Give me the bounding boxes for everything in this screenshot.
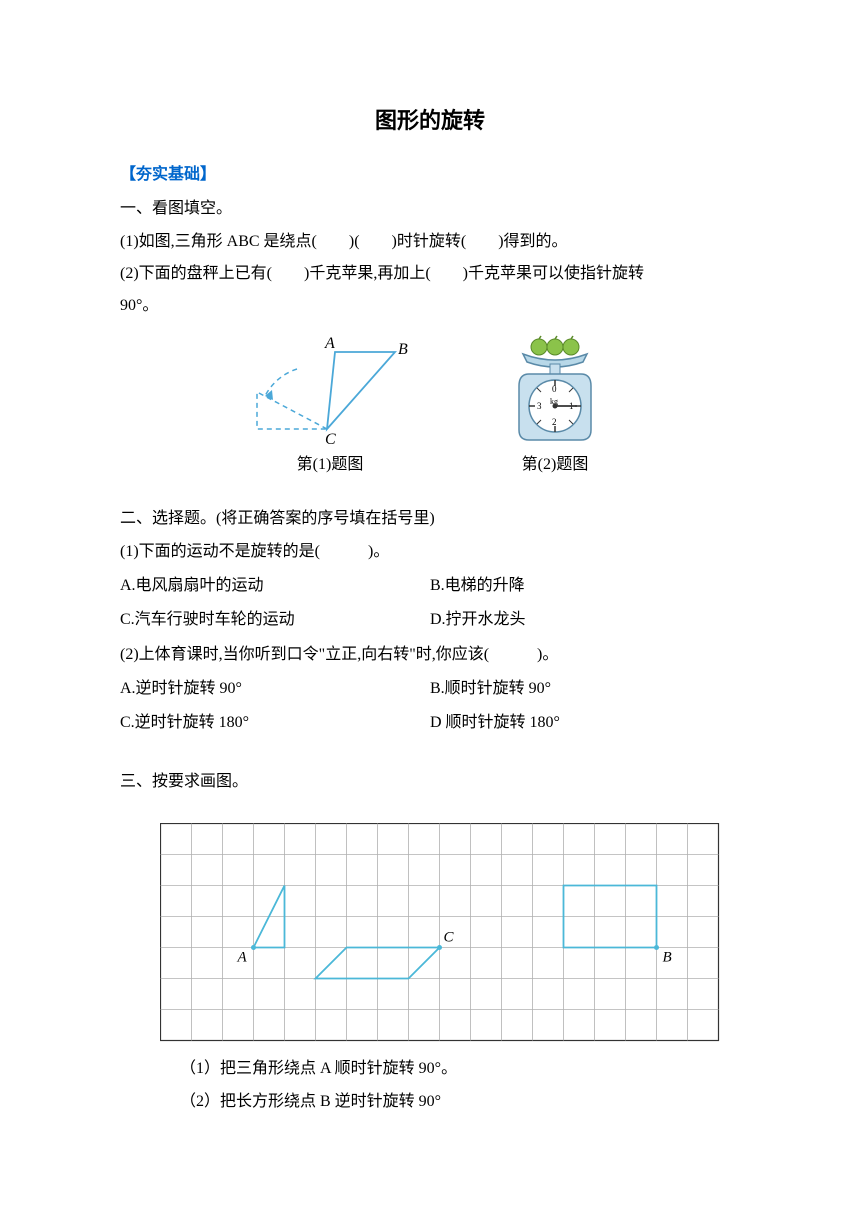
grid-drawing: A C B <box>160 823 740 1042</box>
apple-2 <box>547 339 563 355</box>
label-C: C <box>325 431 336 444</box>
q3-sub2: （2）把长方形绕点 B 逆时针旋转 90° <box>120 1087 740 1117</box>
dial-3: 3 <box>537 401 542 411</box>
solid-triangle <box>327 352 395 429</box>
q2-2-optB: B.顺时针旋转 90° <box>430 674 740 704</box>
svg-text:C: C <box>444 930 455 946</box>
fig2-caption: 第(2)题图 <box>495 450 615 480</box>
q1-heading: 一、看图填空。 <box>120 194 740 224</box>
label-B: B <box>398 341 408 358</box>
svg-text:B: B <box>663 950 672 966</box>
svg-text:A: A <box>237 950 248 966</box>
q3-sub1: （1）把三角形绕点 A 顺时针旋转 90°。 <box>120 1054 740 1084</box>
q2-1-optB: B.电梯的升降 <box>430 571 740 601</box>
section-header: 【夯实基础】 <box>120 160 740 190</box>
dashed-triangle <box>257 392 327 429</box>
triangle-rotation-diagram: A B C <box>245 334 415 444</box>
q1-item1: (1)如图,三角形 ABC 是绕点( )( )时针旋转( )得到的。 <box>120 227 740 257</box>
q2-2-optC: C.逆时针旋转 180° <box>120 708 430 738</box>
q2-2-optA: A.逆时针旋转 90° <box>120 674 430 704</box>
q2-item2: (2)上体育课时,当你听到口令"立正,向右转"时,你应该( )。 <box>120 640 740 670</box>
q2-1-optA: A.电风扇扇叶的运动 <box>120 571 430 601</box>
scale-diagram: 0 1 2 3 kg <box>495 334 615 444</box>
q2-1-optD: D.拧开水龙头 <box>430 605 740 635</box>
q3-heading: 三、按要求画图。 <box>120 767 740 797</box>
page-title: 图形的旋转 <box>120 100 740 142</box>
stem-2 <box>555 336 557 339</box>
grid-svg: A C B <box>160 823 720 1042</box>
fig1-caption: 第(1)题图 <box>245 450 415 480</box>
q2-2-optD: D 顺时针旋转 180° <box>430 708 740 738</box>
dial-2: 2 <box>552 417 557 427</box>
apple-3 <box>563 339 579 355</box>
needle-pivot <box>553 403 558 408</box>
dial-0: 0 <box>552 384 557 394</box>
label-A: A <box>324 335 335 352</box>
q2-item1: (1)下面的运动不是旋转的是( )。 <box>120 537 740 567</box>
figure-2: 0 1 2 3 kg 第(2)题图 <box>495 334 615 480</box>
scale-neck <box>550 364 560 374</box>
stem-1 <box>539 336 541 339</box>
q1-item2b: 90°。 <box>120 291 740 321</box>
q2-heading: 二、选择题。(将正确答案的序号填在括号里) <box>120 504 740 534</box>
apple-1 <box>531 339 547 355</box>
figure-1: A B C 第(1)题图 <box>245 334 415 480</box>
q1-item2: (2)下面的盘秤上已有( )千克苹果,再加上( )千克苹果可以使指针旋转 <box>120 259 740 289</box>
stem-3 <box>571 336 573 339</box>
figures-row: A B C 第(1)题图 <box>120 334 740 480</box>
q2-1-optC: C.汽车行驶时车轮的运动 <box>120 605 430 635</box>
